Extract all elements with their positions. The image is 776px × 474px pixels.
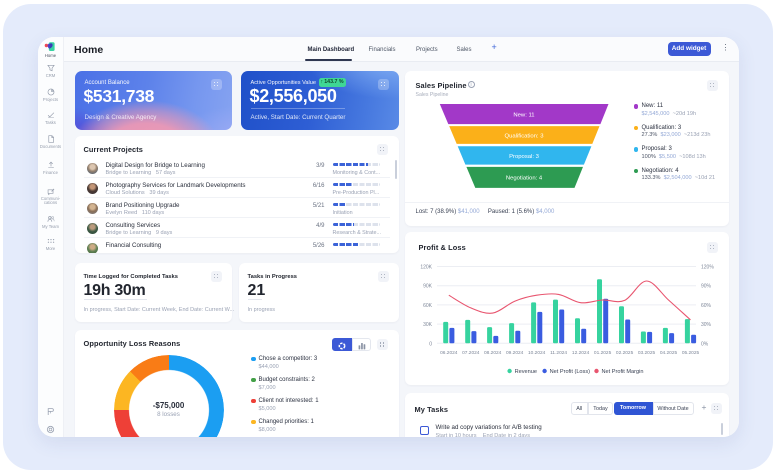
svg-text:Revenue: Revenue: [514, 369, 536, 375]
svg-text:Qualification: 3: Qualification: 3: [504, 133, 544, 139]
svg-text:Net Profit Margin: Net Profit Margin: [601, 369, 643, 375]
svg-text:07.2024: 07.2024: [462, 350, 480, 356]
svg-text:120K: 120K: [420, 264, 432, 270]
svg-text:Proposal: 3: Proposal: 3: [509, 154, 540, 160]
svg-text:06.2024: 06.2024: [440, 350, 458, 356]
svg-text:02.2025: 02.2025: [615, 350, 633, 356]
svg-text:04.2025: 04.2025: [659, 350, 677, 356]
svg-text:30%: 30%: [701, 322, 712, 328]
svg-text:30K: 30K: [423, 322, 433, 328]
svg-text:05.2025: 05.2025: [681, 350, 699, 356]
svg-text:01.2025: 01.2025: [593, 350, 611, 356]
svg-text:0: 0: [429, 341, 432, 347]
svg-text:Net Profit (Loss): Net Profit (Loss): [549, 369, 590, 375]
svg-text:New: 11: New: 11: [513, 112, 534, 118]
svg-text:120%: 120%: [701, 264, 714, 270]
svg-text:60%: 60%: [701, 302, 712, 308]
svg-text:03.2025: 03.2025: [637, 350, 655, 356]
svg-text:08.2024: 08.2024: [484, 350, 502, 356]
svg-text:60K: 60K: [423, 302, 433, 308]
svg-text:90K: 90K: [423, 283, 433, 289]
svg-text:90%: 90%: [701, 283, 712, 289]
svg-text:12.2024: 12.2024: [571, 350, 589, 356]
svg-text:11.2024: 11.2024: [550, 350, 567, 356]
svg-text:09.2024: 09.2024: [506, 350, 524, 356]
svg-text:0%: 0%: [701, 341, 709, 347]
svg-text:10.2024: 10.2024: [528, 350, 546, 356]
svg-text:Negotiation: 4: Negotiation: 4: [505, 175, 542, 181]
